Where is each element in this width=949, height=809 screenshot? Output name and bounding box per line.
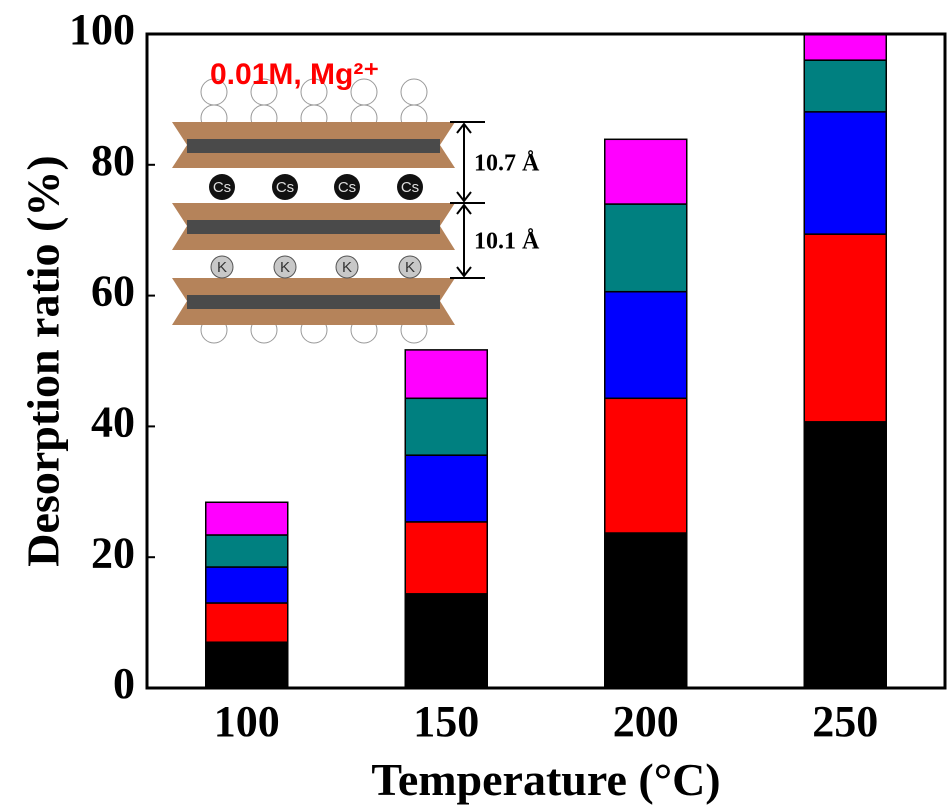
spacing-label: 10.1 Å xyxy=(474,229,540,255)
bar-segment xyxy=(605,139,687,204)
bar-segment xyxy=(206,603,288,642)
bar-segment xyxy=(605,533,687,688)
bar-segment xyxy=(206,567,288,603)
bar-segment xyxy=(605,398,687,533)
x-tick-label: 150 xyxy=(413,697,479,746)
bar-segment xyxy=(804,234,886,422)
x-axis-title: Temperature (°C) xyxy=(371,754,720,805)
y-axis-title: Desorption ratio (%) xyxy=(18,155,69,566)
bar-segment xyxy=(405,594,487,688)
x-tick-label: 250 xyxy=(812,697,878,746)
bar-segment xyxy=(405,350,487,398)
y-tick-label: 80 xyxy=(91,136,135,185)
bar-segment xyxy=(405,398,487,455)
ion-label: Cs xyxy=(213,179,231,196)
bar-segment xyxy=(206,535,288,567)
ion-label: K xyxy=(280,259,290,276)
x-tick-label: 100 xyxy=(214,697,280,746)
inset-diagram: Cs Cs Cs Cs K K K K 10.7 Å 10.1 Å 0.01M,… xyxy=(172,58,540,343)
bar-segment xyxy=(605,292,687,399)
bar-segment xyxy=(405,455,487,522)
bar-segment xyxy=(804,60,886,112)
y-tick-label: 60 xyxy=(91,267,135,316)
y-tick-label: 20 xyxy=(91,528,135,577)
spacing-label: 10.7 Å xyxy=(474,151,540,177)
x-tick-label: 200 xyxy=(613,697,679,746)
bar-segment xyxy=(206,502,288,535)
chart: Cs Cs Cs Cs K K K K 10.7 Å 10.1 Å 0.01M,… xyxy=(0,0,949,809)
ion-label: K xyxy=(405,259,415,276)
ion-label: K xyxy=(217,259,227,276)
bar-segment xyxy=(405,522,487,594)
y-tick-label: 0 xyxy=(113,659,135,708)
ion-label: Cs xyxy=(338,179,356,196)
ion-label: Cs xyxy=(276,179,294,196)
bar-segment xyxy=(804,112,886,234)
y-tick-label: 40 xyxy=(91,397,135,446)
inset-title: 0.01M, Mg²⁺ xyxy=(210,58,379,91)
bar-segment xyxy=(804,422,886,688)
y-tick-label: 100 xyxy=(69,5,135,54)
ion-label: Cs xyxy=(401,179,419,196)
bar-segment xyxy=(804,34,886,60)
ion-label: K xyxy=(342,259,352,276)
bar-segment xyxy=(605,204,687,292)
